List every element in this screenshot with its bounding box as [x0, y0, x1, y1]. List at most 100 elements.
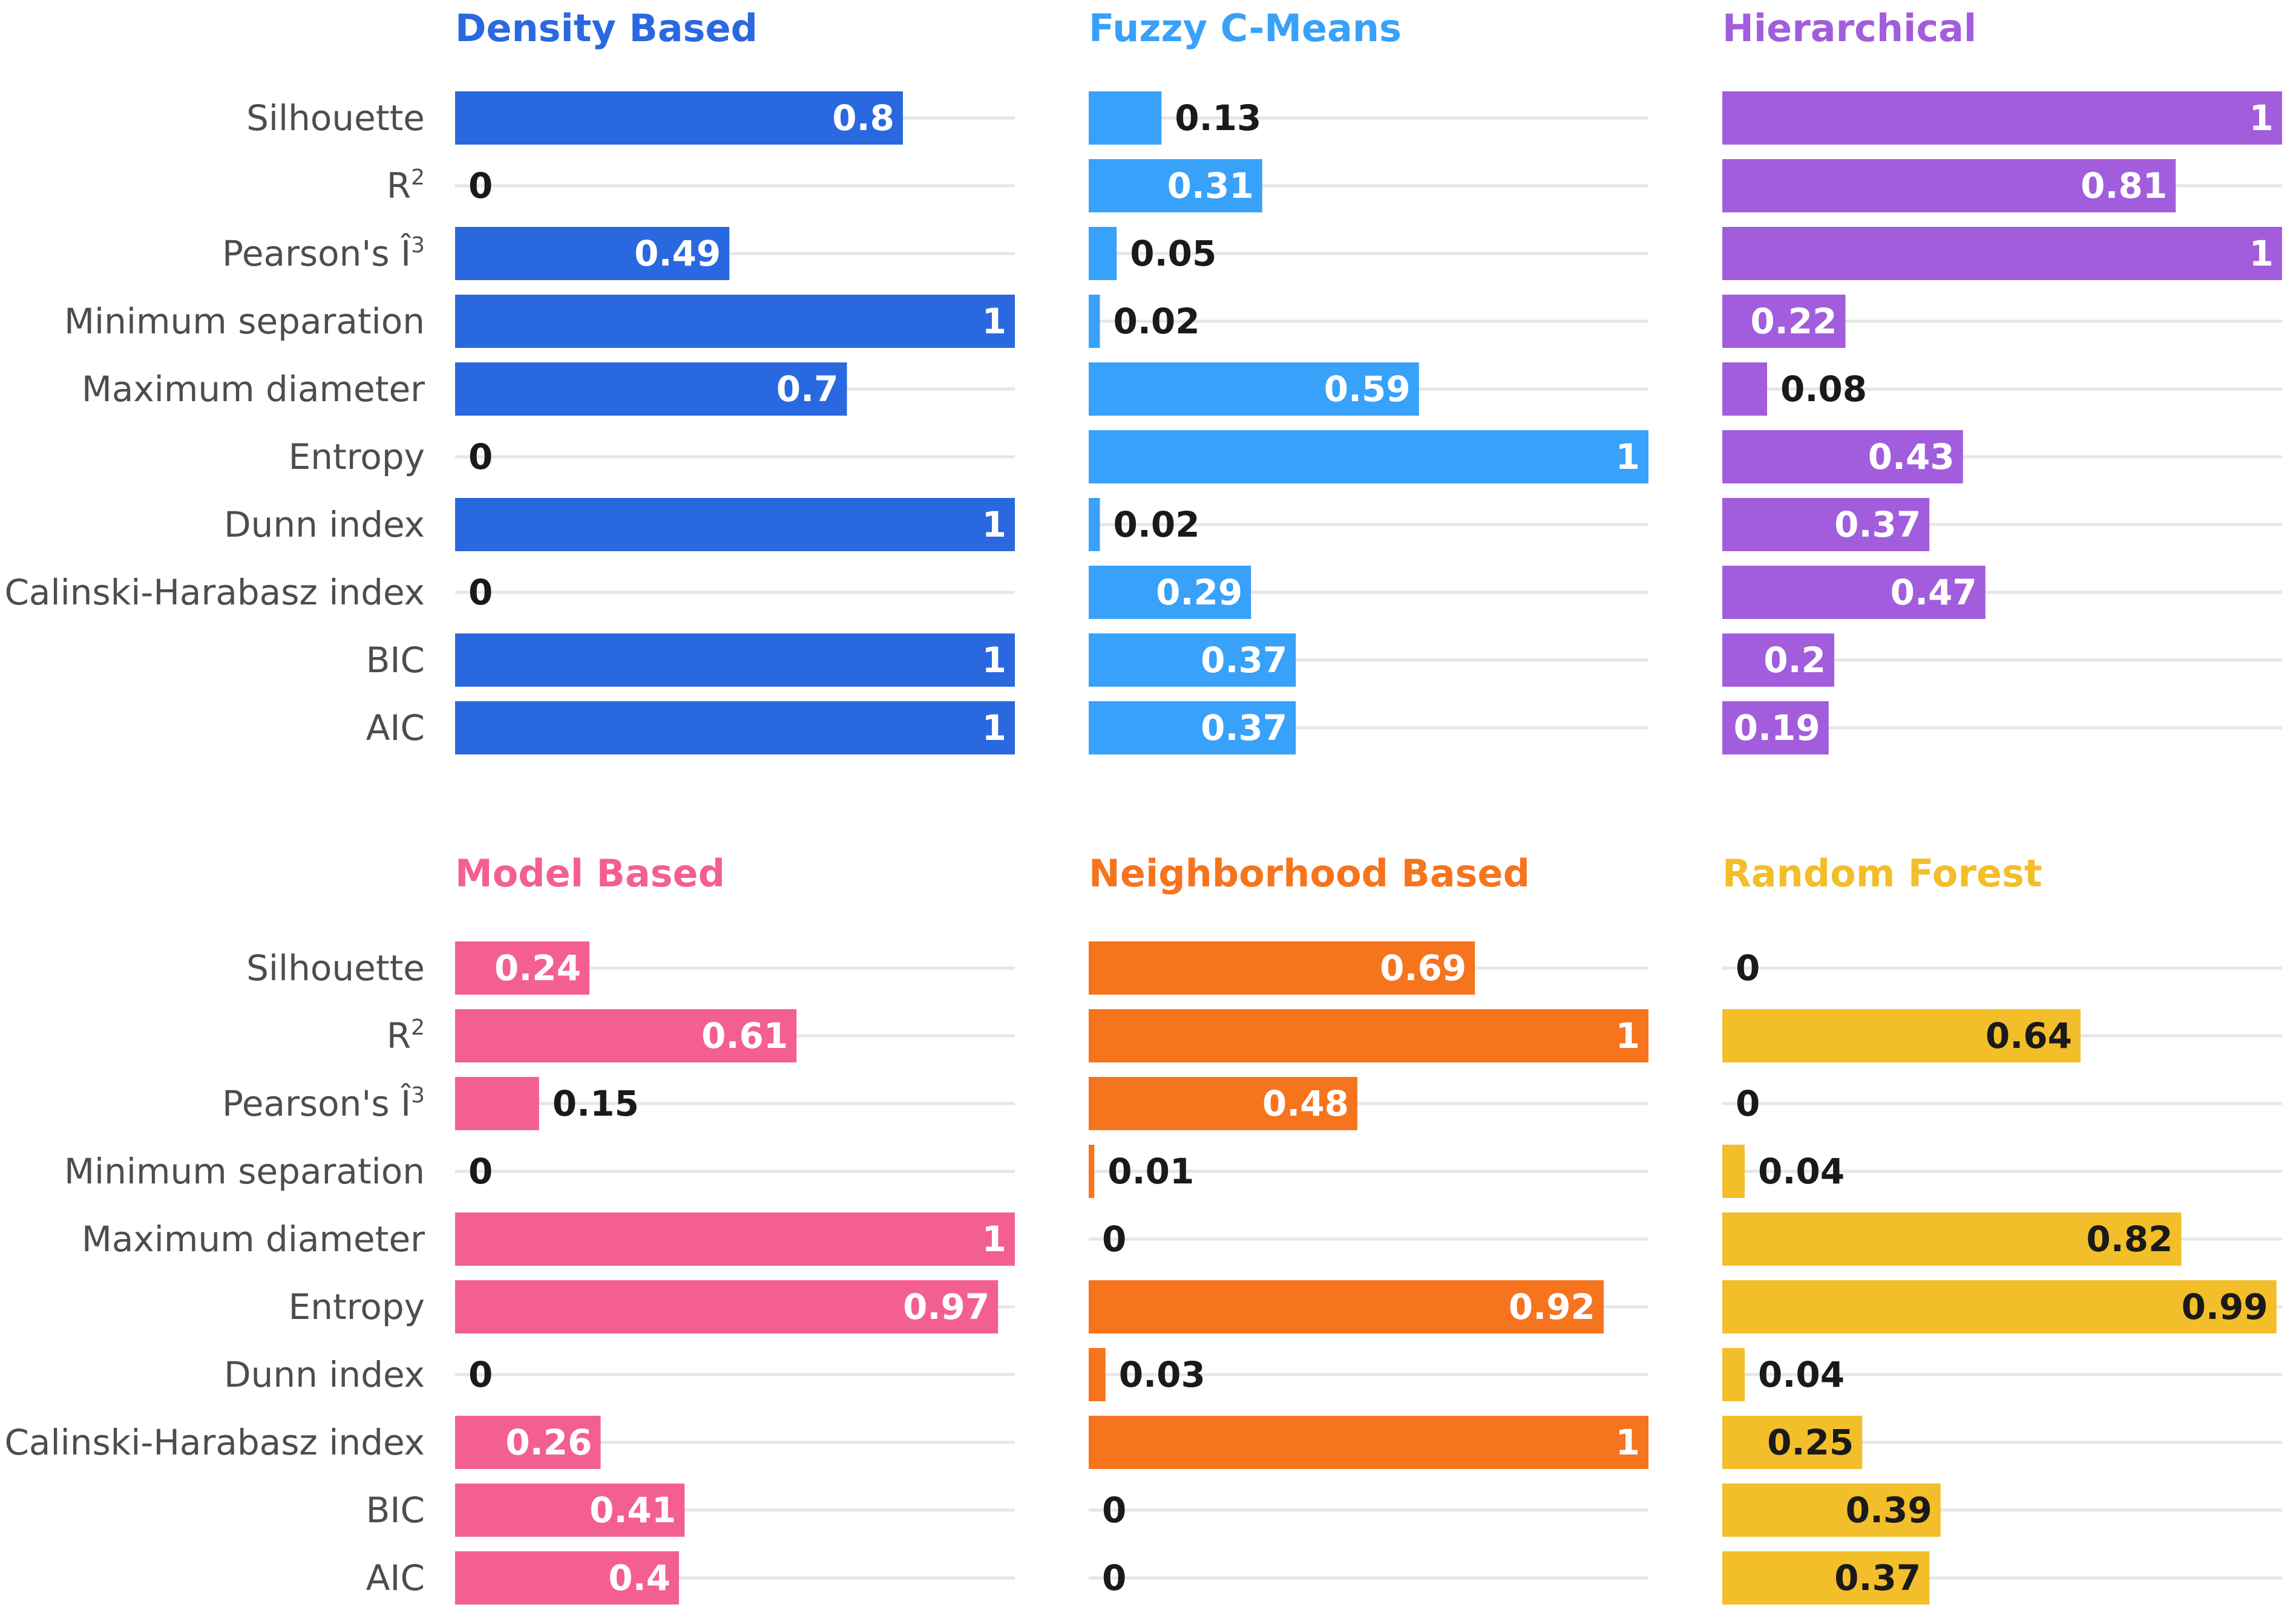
- bar-calinski-harabasz-index: [1722, 566, 1986, 619]
- value-label-silhouette: 0.24: [494, 947, 581, 989]
- value-label-maximum-diameter: 0.82: [2086, 1219, 2173, 1260]
- bar-dunn-index: [1089, 1348, 1106, 1401]
- panel-title: Random Forest: [1722, 851, 2042, 895]
- bar-calinski-harabasz-index: [1089, 1416, 1648, 1469]
- value-label-minimum-separation: 0.02: [1114, 301, 1200, 342]
- bar-silhouette: [1722, 91, 2282, 145]
- value-label-silhouette: 0.8: [832, 97, 894, 139]
- value-label-aic: 0: [1102, 1557, 1126, 1598]
- bar-minimum-separation: [455, 295, 1015, 348]
- panel-title: Hierarchical: [1722, 6, 1976, 50]
- bar-silhouette: [455, 91, 903, 145]
- bar-dunn-index: [1722, 498, 1930, 551]
- value-label-bic: 1: [982, 640, 1006, 681]
- value-label-silhouette: 0: [1736, 947, 1760, 989]
- bar-minimum-separation: [1722, 1145, 1745, 1198]
- value-label-silhouette: 0.69: [1380, 947, 1466, 989]
- value-label-maximum-diameter: 0: [1102, 1219, 1126, 1260]
- value-label-pearson-s: 1: [2249, 233, 2274, 274]
- bar-calinski-harabasz-index: [1722, 1416, 1863, 1469]
- bar-pearson-s: [1089, 1077, 1357, 1130]
- value-label-entropy: 1: [1616, 436, 1640, 477]
- row-label-pearson-s: Pearson's Î3: [222, 1082, 425, 1124]
- bar-aic: [1722, 701, 1829, 754]
- bar-r: [1722, 1009, 2081, 1062]
- bar-silhouette: [1089, 91, 1162, 145]
- bar-entropy: [1722, 430, 1963, 483]
- value-label-aic: 0.19: [1734, 707, 1820, 748]
- panel-title: Fuzzy C-Means: [1089, 6, 1402, 50]
- row-label-maximum-diameter: Maximum diameter: [82, 368, 425, 410]
- bar-aic: [455, 1551, 679, 1605]
- bar-minimum-separation: [1089, 1145, 1095, 1198]
- panel-title: Model Based: [455, 851, 725, 895]
- value-label-calinski-harabasz-index: 0: [468, 572, 493, 613]
- value-label-dunn-index: 0.37: [1834, 504, 1921, 545]
- bar-aic: [1722, 1551, 1930, 1605]
- bar-aic: [455, 701, 1015, 754]
- panel-neighborhood-based: Neighborhood Based 0.69 1 0.48 0.01 0 0.92 0.03…: [1089, 851, 1648, 1598]
- row-label-maximum-diameter: Maximum diameter: [82, 1219, 425, 1260]
- bar-aic: [1089, 701, 1296, 754]
- panel-title: Neighborhood Based: [1089, 851, 1530, 895]
- value-label-bic: 0.39: [1846, 1490, 1932, 1531]
- bar-pearson-s: [455, 1077, 539, 1130]
- value-label-bic: 0.41: [589, 1490, 676, 1531]
- row-label-bic: BIC: [366, 1490, 425, 1531]
- value-label-pearson-s: 0.48: [1262, 1083, 1349, 1124]
- row-label-dunn-index: Dunn index: [224, 1354, 425, 1395]
- bar-calinski-harabasz-index: [1089, 566, 1251, 619]
- bar-bic: [455, 1484, 685, 1537]
- value-label-aic: 0.37: [1201, 707, 1287, 748]
- value-label-dunn-index: 0.02: [1114, 504, 1200, 545]
- value-label-r: 0.64: [1986, 1015, 2072, 1056]
- bar-silhouette: [1089, 941, 1475, 995]
- value-label-r: 0: [468, 165, 493, 206]
- bar-minimum-separation: [1089, 295, 1100, 348]
- value-label-entropy: 0.97: [903, 1286, 989, 1327]
- row-label-r: R2: [387, 165, 425, 206]
- row-label-dunn-index: Dunn index: [224, 504, 425, 545]
- value-label-maximum-diameter: 0.08: [1780, 368, 1867, 410]
- bar-maximum-diameter: [1722, 1212, 2182, 1266]
- panel-title: Density Based: [455, 6, 758, 50]
- bar-minimum-separation: [1722, 295, 1846, 348]
- value-label-entropy: 0: [468, 436, 493, 477]
- value-label-calinski-harabasz-index: 0.26: [505, 1422, 592, 1463]
- bar-calinski-harabasz-index: [455, 1416, 601, 1469]
- value-label-minimum-separation: 0.04: [1758, 1151, 1845, 1192]
- row-label-minimum-separation: Minimum separation: [64, 301, 425, 342]
- row-label-aic: AIC: [366, 707, 425, 748]
- bar-pearson-s: [1722, 227, 2282, 280]
- value-label-r: 0.61: [701, 1015, 788, 1056]
- bar-maximum-diameter: [455, 1212, 1015, 1266]
- row-label-entropy: Entropy: [289, 1286, 425, 1327]
- value-label-maximum-diameter: 1: [982, 1219, 1006, 1260]
- bar-entropy: [1722, 1280, 2277, 1333]
- bar-r: [1089, 1009, 1648, 1062]
- value-label-entropy: 0.99: [2182, 1286, 2268, 1327]
- value-label-minimum-separation: 0.01: [1107, 1151, 1194, 1192]
- value-label-silhouette: 0.13: [1175, 97, 1261, 139]
- panel-hierarchical: Hierarchical 1 0.81 1 0.22 0.080.43 0.37 0.47 0.…: [1722, 6, 2282, 754]
- bar-entropy: [455, 1280, 999, 1333]
- value-label-aic: 0.37: [1834, 1557, 1921, 1598]
- bar-entropy: [1089, 430, 1648, 483]
- bar-dunn-index: [455, 498, 1015, 551]
- row-label-calinski-harabasz-index: Calinski-Harabasz index: [4, 572, 425, 613]
- bar-dunn-index: [1722, 1348, 1745, 1401]
- value-label-maximum-diameter: 0.7: [776, 368, 839, 410]
- value-label-maximum-diameter: 0.59: [1324, 368, 1411, 410]
- row-label-entropy: Entropy: [289, 436, 425, 477]
- bar-silhouette: [455, 941, 589, 995]
- bar-r: [1089, 159, 1262, 212]
- bar-entropy: [1089, 1280, 1604, 1333]
- row-label-calinski-harabasz-index: Calinski-Harabasz index: [4, 1422, 425, 1463]
- row-label-silhouette: Silhouette: [246, 97, 425, 139]
- bar-maximum-diameter: [1089, 362, 1419, 416]
- row-label-minimum-separation: Minimum separation: [64, 1151, 425, 1192]
- panel-fuzzy-c-means: Fuzzy C-Means 0.13 0.31 0.05 0.02 0.59 1 0.02 0.…: [1089, 6, 1648, 754]
- value-label-minimum-separation: 0: [468, 1151, 493, 1192]
- value-label-dunn-index: 0: [468, 1354, 493, 1395]
